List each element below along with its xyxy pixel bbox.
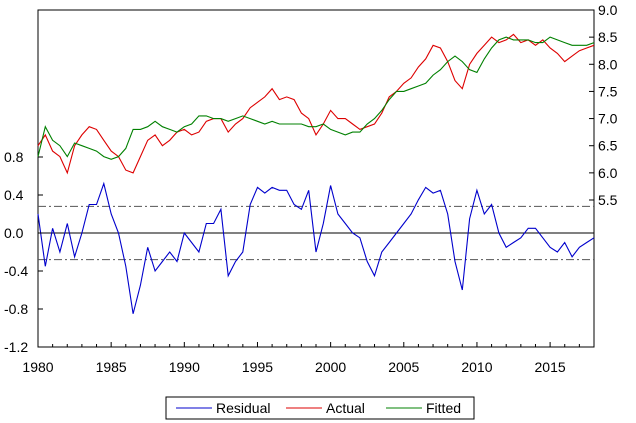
right-tick-label: 7.0 (598, 111, 618, 127)
right-tick-label: 8.5 (598, 29, 618, 45)
legend-label-actual: Actual (326, 400, 365, 416)
series-lines (37, 33, 595, 314)
x-tick-label: 1985 (96, 359, 127, 375)
x-tick-label: 2000 (315, 359, 346, 375)
left-tick-label: -0.8 (4, 301, 28, 317)
x-axis: 1980 1985 1990 1995 2000 2005 2010 2015 (22, 342, 595, 375)
right-tick-label: 9.0 (598, 2, 618, 18)
right-tick-label: 6.5 (598, 138, 618, 154)
left-tick-label: -1.2 (4, 339, 28, 355)
left-y-axis: -1.2 -0.8 -0.4 0.0 0.4 0.8 (4, 149, 43, 355)
right-tick-label: 6.0 (598, 165, 618, 181)
right-tick-label: 7.5 (598, 83, 618, 99)
x-tick-label: 1990 (169, 359, 200, 375)
x-tick-label: 2005 (388, 359, 419, 375)
left-tick-label: -0.4 (4, 263, 28, 279)
reference-lines (38, 205, 594, 261)
left-tick-label: 0.8 (4, 149, 24, 165)
right-tick-label: 5.5 (598, 192, 618, 208)
x-tick-label: 1980 (22, 359, 53, 375)
right-y-axis: 5.5 6.0 6.5 7.0 7.5 8.0 8.5 9.0 (589, 2, 618, 208)
x-tick-label: 2010 (461, 359, 492, 375)
left-tick-label: 0.0 (4, 225, 24, 241)
legend-label-fitted: Fitted (426, 400, 461, 416)
series-line-actual (37, 33, 595, 175)
plot-area-frame (37, 9, 595, 348)
legend-label-residual: Residual (216, 400, 270, 416)
right-tick-label: 8.0 (598, 56, 618, 72)
left-tick-label: 0.4 (4, 187, 24, 203)
x-tick-label: 2015 (535, 359, 566, 375)
legend: Residual Actual Fitted (165, 396, 475, 420)
series-line-fitted (37, 36, 595, 160)
series-line-residual (37, 181, 595, 314)
x-tick-label: 1995 (242, 359, 273, 375)
